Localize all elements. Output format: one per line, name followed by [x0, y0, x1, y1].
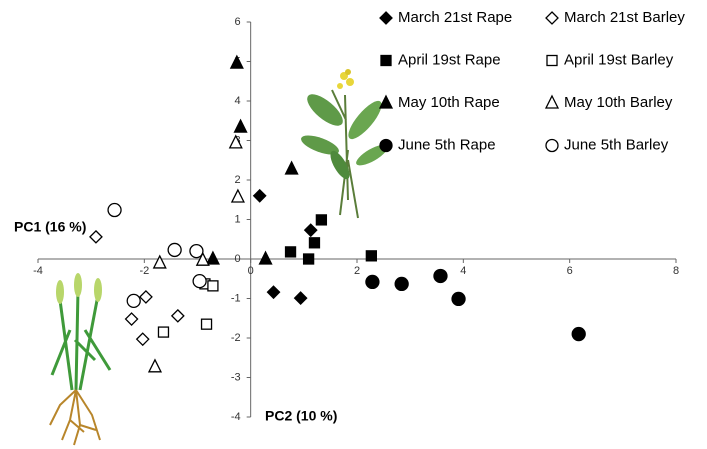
point	[170, 308, 185, 323]
y-tick-label: -4	[231, 411, 241, 423]
x-tick-label: 0	[248, 265, 254, 277]
point	[147, 358, 163, 373]
point	[139, 290, 153, 304]
x-tick-label: 8	[673, 265, 679, 277]
legend-label: May 10th Barley	[564, 94, 673, 111]
legend-marker	[546, 54, 558, 67]
point	[207, 280, 219, 292]
legend-label: April 19st Barley	[564, 51, 674, 68]
point	[293, 291, 308, 306]
point	[200, 318, 213, 330]
point	[284, 246, 297, 258]
point	[205, 250, 220, 265]
rape-plant-illustration	[301, 69, 388, 219]
point	[157, 326, 170, 338]
barley-plant-illustration	[49, 273, 112, 446]
legend-marker	[544, 94, 560, 109]
point	[195, 251, 210, 266]
point	[135, 332, 150, 347]
point	[302, 253, 315, 265]
y-tick-label: 0	[235, 253, 241, 265]
point	[252, 188, 267, 203]
legend-label: May 10th Rape	[398, 94, 500, 111]
point	[315, 214, 328, 226]
x-tick-label: -4	[33, 265, 43, 277]
point	[394, 276, 409, 292]
y-axis-title: PC1 (16 %)	[14, 219, 86, 235]
y-tick-label: -3	[231, 371, 241, 383]
point	[571, 326, 586, 342]
legend-marker	[545, 11, 559, 25]
legend-label: June 5th Rape	[398, 136, 496, 153]
point	[189, 243, 204, 259]
x-tick-label: -2	[139, 265, 149, 277]
point	[126, 293, 141, 309]
point	[308, 237, 321, 249]
y-tick-label: 4	[235, 95, 241, 107]
point	[303, 223, 318, 238]
point	[451, 291, 466, 307]
legend-marker	[380, 54, 392, 67]
point	[365, 274, 380, 290]
legend-marker	[379, 11, 393, 25]
x-tick-label: 4	[460, 265, 466, 277]
point	[228, 134, 243, 149]
point	[89, 229, 103, 244]
legend-label: March 21st Rape	[398, 9, 512, 26]
point	[230, 188, 245, 203]
y-tick-label: 2	[235, 174, 241, 186]
y-tick-label: 6	[235, 16, 241, 28]
legend-marker	[378, 94, 394, 109]
legend-label: March 21st Barley	[564, 9, 685, 26]
x-tick-label: 6	[567, 265, 573, 277]
legend-marker	[379, 138, 393, 153]
legend-label: April 19st Rape	[398, 51, 501, 68]
point	[107, 202, 122, 218]
point	[124, 312, 139, 326]
point	[365, 250, 378, 262]
y-tick-label: 1	[235, 213, 241, 225]
point	[433, 268, 448, 284]
point	[284, 160, 299, 175]
legend-marker	[545, 138, 559, 153]
point	[258, 250, 273, 265]
point	[192, 273, 207, 289]
point	[152, 254, 167, 269]
y-tick-label: -1	[231, 292, 241, 304]
y-tick-label: -2	[231, 332, 241, 344]
x-axis-title: PC2 (10 %)	[265, 408, 337, 424]
point	[229, 54, 244, 69]
point	[167, 242, 182, 258]
x-tick-label: 2	[354, 265, 360, 277]
point	[233, 118, 248, 133]
legend-label: June 5th Barley	[564, 136, 669, 153]
point	[266, 285, 281, 300]
